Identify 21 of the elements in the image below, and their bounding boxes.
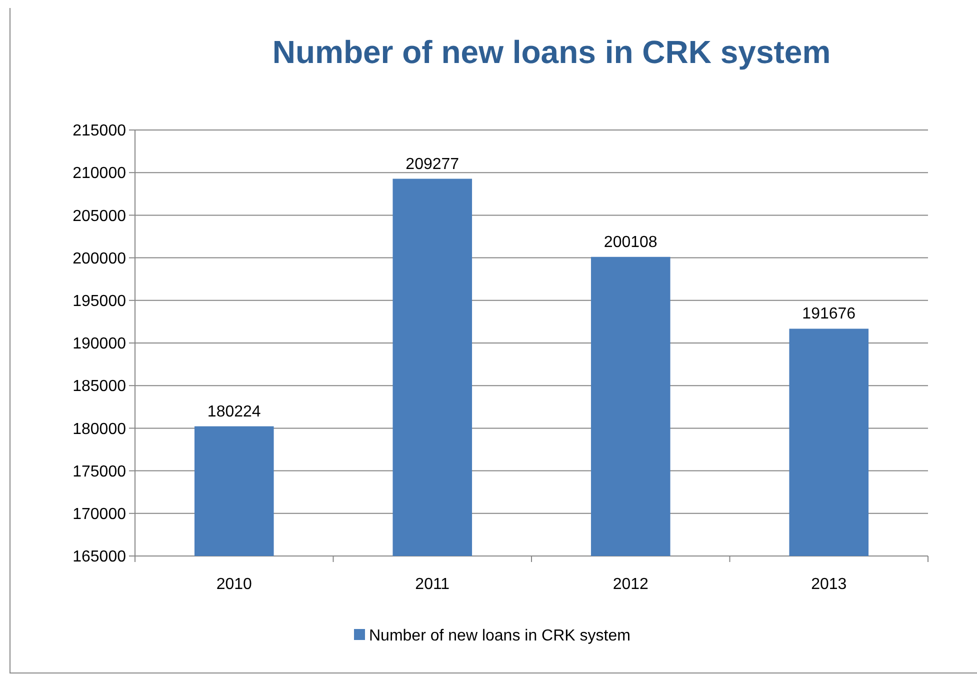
y-tick-label: 195000 [72,293,126,310]
y-tick-label: 190000 [72,336,126,353]
y-tick-label: 165000 [72,548,126,566]
y-tick-label: 180000 [72,420,126,438]
y-tick-label: 175000 [72,463,126,480]
data-label: 209277 [406,156,460,173]
y-tick-label: 215000 [72,122,126,140]
data-label: 180224 [207,403,261,420]
y-tick-label: 210000 [72,165,126,182]
x-tick-label: 2012 [612,576,649,593]
y-tick-label: 185000 [72,378,126,396]
x-tick-label: 2010 [216,576,252,593]
chart-title: Number of new loans in CRK system [272,34,831,70]
x-tick-label: 2011 [415,576,450,593]
y-tick-label: 205000 [72,208,126,225]
x-tick-label: 2013 [811,576,847,593]
data-label: 200108 [604,234,658,251]
y-tick-label: 200000 [72,250,126,268]
data-label: 191676 [802,306,856,323]
y-tick-label: 170000 [72,506,126,523]
legend-label: Number of new loans in CRK system [369,628,630,645]
